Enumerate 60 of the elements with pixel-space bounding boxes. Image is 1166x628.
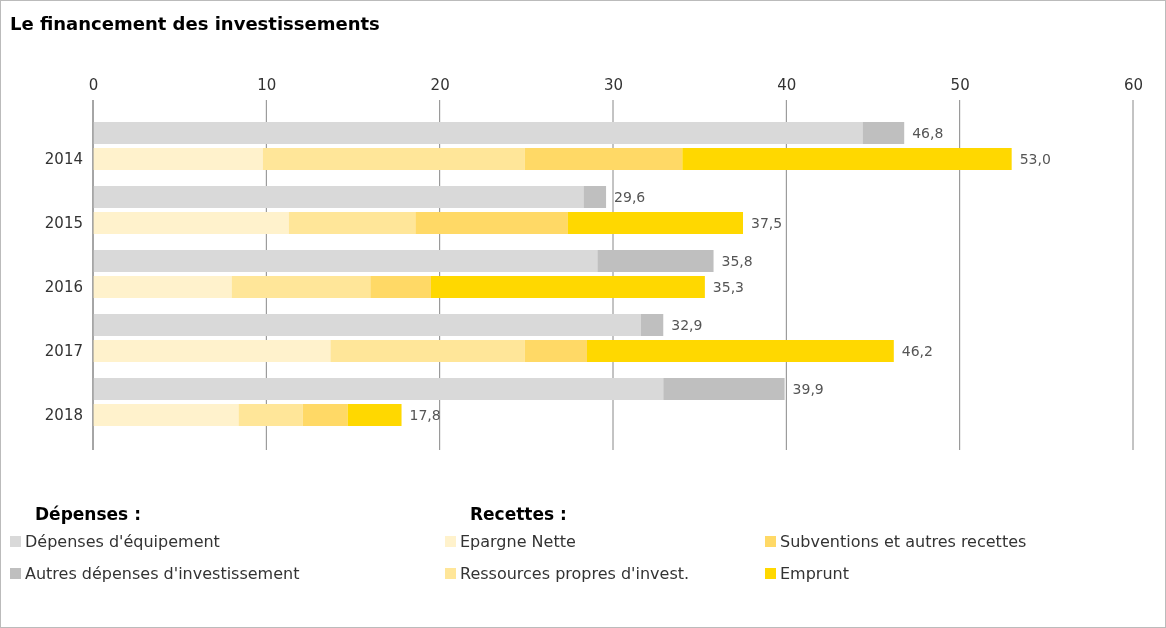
bar bbox=[587, 340, 894, 362]
legend-label: Emprunt bbox=[780, 564, 849, 583]
bar bbox=[262, 148, 525, 170]
legend-label: Subventions et autres recettes bbox=[780, 532, 1027, 551]
bar bbox=[93, 186, 584, 208]
bar bbox=[330, 340, 525, 362]
x-tick-label: 0 bbox=[88, 76, 99, 94]
bar bbox=[347, 404, 402, 426]
total-label: 53,0 bbox=[1019, 150, 1051, 167]
total-label: 39,9 bbox=[792, 380, 824, 397]
bar bbox=[93, 148, 263, 170]
x-tick-label: 10 bbox=[257, 76, 277, 94]
x-tick-label: 50 bbox=[950, 76, 970, 94]
bar bbox=[231, 276, 371, 298]
bar bbox=[93, 250, 598, 272]
bar bbox=[93, 340, 331, 362]
x-tick-label: 60 bbox=[1123, 76, 1144, 94]
bar bbox=[415, 212, 568, 234]
bar bbox=[93, 122, 863, 144]
bar bbox=[524, 148, 683, 170]
bar bbox=[597, 250, 714, 272]
bar bbox=[583, 186, 607, 208]
total-label: 29,6 bbox=[614, 188, 646, 205]
bar bbox=[238, 404, 303, 426]
y-tick-label: 2014 bbox=[44, 150, 83, 169]
x-tick-label: 20 bbox=[430, 76, 450, 94]
legend-label: Autres dépenses d'investissement bbox=[25, 564, 300, 583]
legend-label: Epargne Nette bbox=[460, 532, 576, 551]
total-label: 46,8 bbox=[912, 124, 944, 141]
text: Dépenses : bbox=[35, 504, 141, 524]
bar bbox=[288, 212, 416, 234]
bar bbox=[567, 212, 743, 234]
bar bbox=[302, 404, 348, 426]
bar bbox=[663, 378, 785, 400]
bar bbox=[93, 314, 641, 336]
text: Recettes : bbox=[470, 504, 567, 524]
y-tick-label: 2017 bbox=[44, 342, 83, 361]
bar bbox=[93, 404, 239, 426]
bar bbox=[862, 122, 905, 144]
legend-label: Ressources propres d'invest. bbox=[460, 564, 690, 583]
x-tick-label: 40 bbox=[777, 76, 797, 94]
bar bbox=[93, 212, 289, 234]
legend-label: Dépenses d'équipement bbox=[25, 532, 220, 551]
bar bbox=[93, 378, 664, 400]
x-tick-label: 30 bbox=[603, 76, 624, 94]
bar bbox=[524, 340, 587, 362]
bar bbox=[640, 314, 664, 336]
bar bbox=[370, 276, 431, 298]
total-label: 35,8 bbox=[721, 252, 753, 269]
y-tick-label: 2016 bbox=[44, 278, 83, 297]
y-tick-label: 2015 bbox=[44, 214, 83, 233]
bar bbox=[431, 276, 705, 298]
total-label: 46,2 bbox=[901, 342, 933, 359]
chart-title: Le financement des investissements bbox=[10, 13, 380, 34]
total-label: 37,5 bbox=[751, 214, 783, 231]
total-label: 35,3 bbox=[712, 278, 745, 295]
y-tick-label: 2018 bbox=[44, 406, 83, 425]
bar bbox=[93, 276, 232, 298]
total-label: 32,9 bbox=[671, 316, 703, 333]
bar bbox=[682, 148, 1012, 170]
